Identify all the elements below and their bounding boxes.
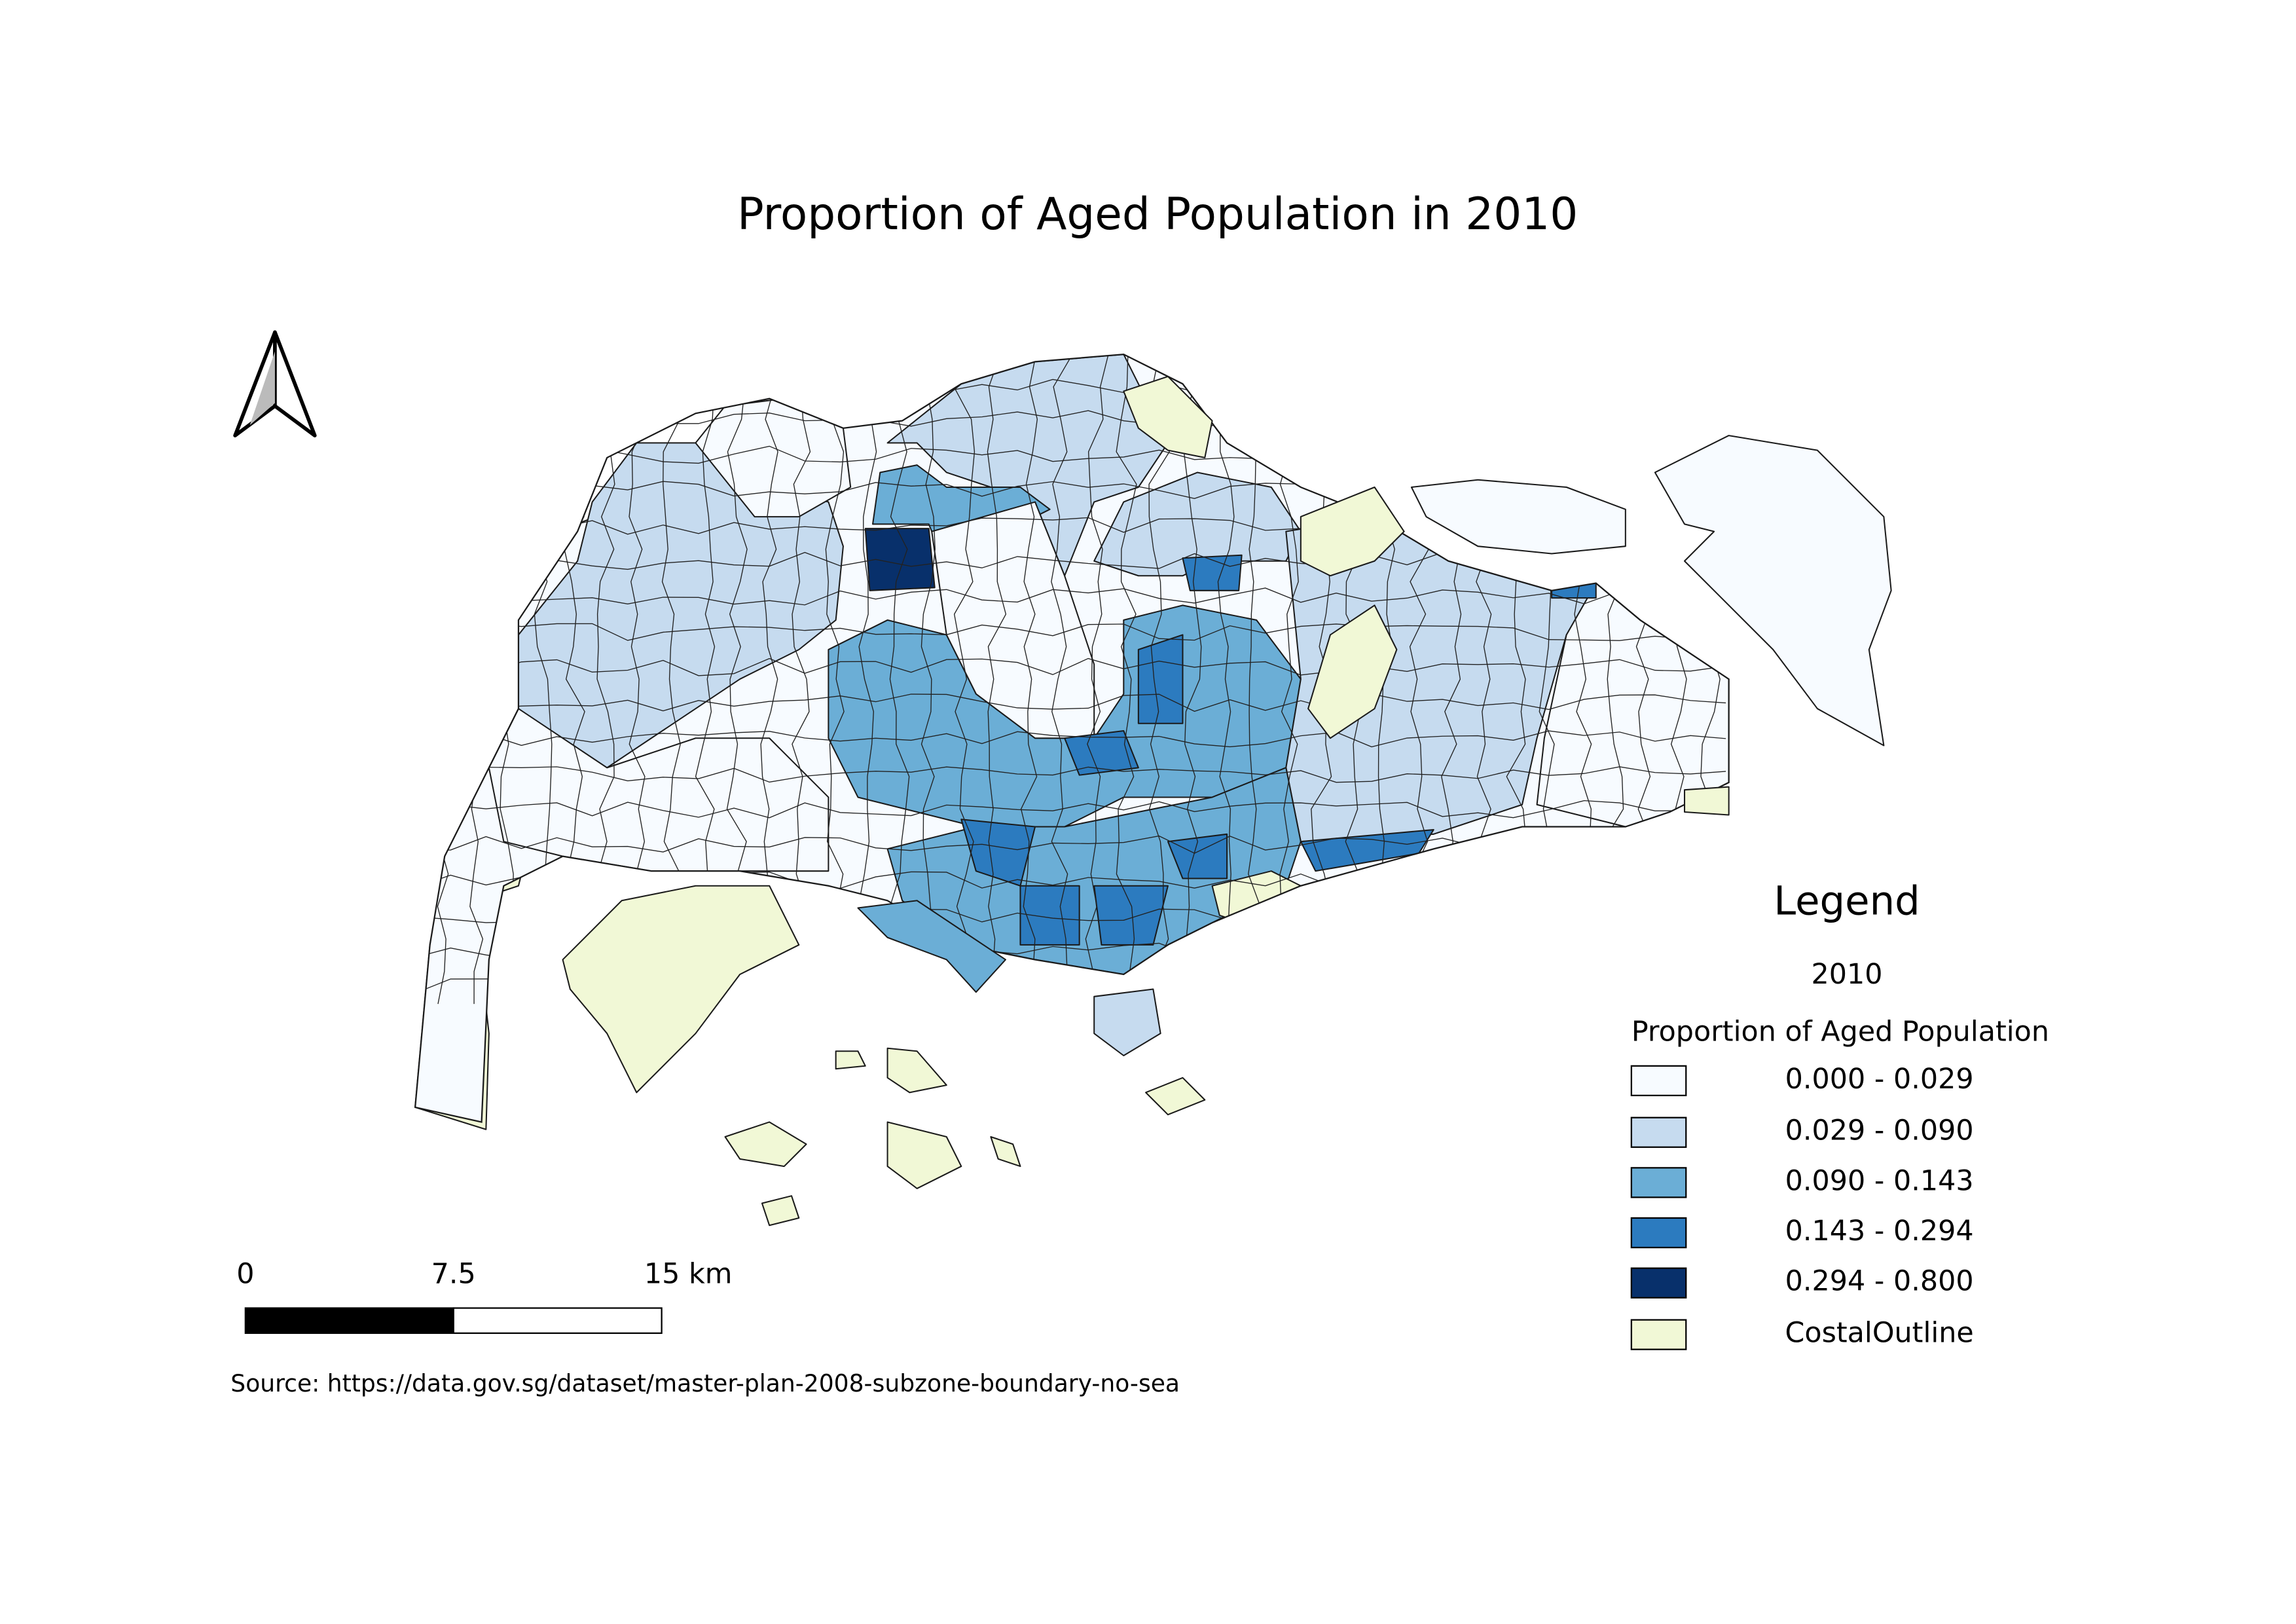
subzone-boundary [920,354,942,1005]
scale-label: 0 [236,1257,254,1290]
subzone-boundary [1247,354,1269,1005]
map-title: Proportion of Aged Population in 2010 [737,188,1578,240]
subzone-boundary [1116,354,1137,1005]
subzone-boundary [415,622,1726,641]
subzone-boundary [415,693,1726,712]
map-region [1167,833,1228,879]
legend: 0.000 - 0.029 0.029 - 0.090 0.090 - 0.143 0… [1630,1063,1974,1350]
legend-label: 0.029 - 0.090 [1785,1115,1974,1147]
subzone-boundary [1181,354,1202,1005]
map-region [1684,786,1730,816]
map-region [1300,486,1405,577]
map-region [864,528,936,591]
legend-label: 0.143 - 0.294 [1785,1215,1974,1247]
source-note: Source: https://data.gov.sg/dataset/mast… [230,1370,1180,1397]
legend-group: 2010 [1812,958,1883,991]
subzone-boundary [415,587,1726,609]
subzone-boundary [1213,354,1239,1005]
legend-swatch [1630,1217,1687,1249]
legend-swatch [1630,1065,1687,1096]
map-region [1410,479,1626,555]
map-region [835,1050,866,1070]
scale-label: 15 km [644,1257,733,1290]
legend-label: 0.000 - 0.029 [1785,1063,1974,1096]
scale-label: 7.5 [431,1257,476,1290]
map-region [1093,885,1169,946]
subzone-boundary [415,766,1726,783]
map-region [1145,1077,1206,1116]
map-region [886,1121,962,1189]
legend-swatch [1630,1267,1687,1299]
map-region [761,1195,800,1227]
subzone-boundary [415,657,1726,676]
map-region [1019,885,1080,946]
map-region [1064,729,1139,776]
choropleth-map [414,353,1892,1227]
legend-label: 0.090 - 0.143 [1785,1164,1974,1197]
north-arrow [233,330,317,437]
map-region [1307,604,1398,739]
subzone-boundary [1020,354,1038,1005]
subzone-boundary [500,354,520,1005]
subzone-boundary [889,354,911,1005]
map-region [724,1121,807,1168]
map-region [886,1047,947,1094]
legend-layer: Proportion of Aged Population [1631,1016,2049,1048]
map-region [990,1135,1021,1168]
subzone-boundary [1051,354,1073,1005]
legend-swatch [1630,1167,1687,1198]
legend-label: 0.294 - 0.800 [1785,1265,1974,1298]
map-region [857,900,1006,993]
map-region [1182,554,1243,591]
map-region [562,885,800,1094]
subzone-boundary [987,354,1007,1005]
map-region [1137,634,1184,724]
scale-bar [244,1307,663,1334]
legend-label: CostalOutline [1785,1317,1973,1350]
subzone-boundary [415,800,1726,819]
legend-title: Legend [1774,877,1920,924]
subzone-boundary [1148,354,1170,1005]
subzone-boundary [953,354,975,1005]
legend-swatch [1630,1116,1687,1148]
map-region [1123,375,1213,458]
subzone-boundary [415,730,1726,748]
map-region [1093,988,1161,1057]
subzone-boundary [1085,354,1109,1005]
legend-swatch [1630,1319,1687,1350]
map-region [1654,435,1892,747]
